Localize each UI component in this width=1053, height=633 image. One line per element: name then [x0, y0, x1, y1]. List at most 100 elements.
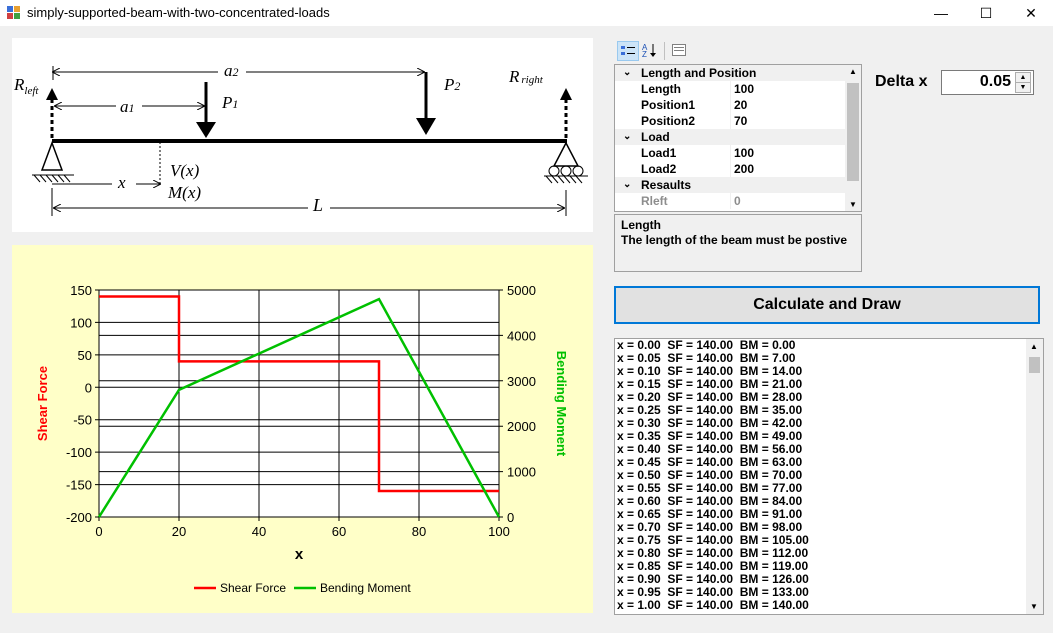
alphabetical-icon: AZ [642, 43, 656, 57]
result-line: x = 0.90 SF = 140.00 BM = 126.00 [617, 572, 809, 586]
y2-tick-label: 2000 [507, 419, 536, 434]
y-tick-label: -50 [73, 413, 92, 428]
title-bar: simply-supported-beam-with-two-concentra… [0, 0, 1053, 26]
app-icon [7, 6, 20, 19]
result-line: x = 0.10 SF = 140.00 BM = 14.00 [617, 364, 803, 378]
y-axis-title: Shear Force [35, 366, 50, 441]
result-line: x = 0.30 SF = 140.00 BM = 42.00 [617, 416, 803, 430]
results-textbox[interactable]: x = 0.00 SF = 140.00 BM = 0.00 x = 0.05 S… [614, 338, 1044, 615]
scroll-up-icon[interactable]: ▲ [849, 67, 857, 76]
bending-moment-series [97, 297, 501, 518]
property-value[interactable]: 100 [734, 146, 755, 160]
categorized-button[interactable] [617, 41, 639, 61]
property-grid[interactable]: ⌄ Length and Position Length 100 Position1… [614, 64, 862, 212]
result-line: x = 0.25 SF = 140.00 BM = 35.00 [617, 403, 803, 417]
svg-text:Z: Z [642, 50, 647, 57]
property-value[interactable]: 200 [734, 162, 755, 176]
y-tick-label: -200 [66, 510, 92, 525]
property-pages-button[interactable] [669, 41, 689, 59]
result-line: x = 0.65 SF = 140.00 BM = 91.00 [617, 507, 803, 521]
category-resaults[interactable]: ⌄ Resaults [615, 177, 845, 193]
scroll-down-icon[interactable]: ▼ [1030, 602, 1038, 611]
description-text: The length of the beam must be postive [621, 233, 848, 247]
category-length-and-position[interactable]: ⌄ Length and Position [615, 65, 845, 81]
result-line: x = 0.50 SF = 140.00 BM = 70.00 [617, 468, 803, 482]
property-value[interactable]: 100 [734, 82, 755, 96]
r-left-label: Rleft [13, 75, 39, 97]
expand-icon[interactable]: ⌄ [623, 131, 632, 142]
length-label: L [312, 195, 323, 215]
shear-label: V(x) [170, 161, 200, 180]
result-line: x = 0.35 SF = 140.00 BM = 49.00 [617, 429, 803, 443]
x-label: x [117, 173, 126, 192]
result-line: x = 0.40 SF = 140.00 BM = 56.00 [617, 442, 803, 456]
maximize-button[interactable]: ☐ [963, 0, 1009, 26]
result-line: x = 0.95 SF = 140.00 BM = 133.00 [617, 585, 809, 599]
y-tick-label: 50 [78, 348, 92, 363]
result-line: x = 0.85 SF = 140.00 BM = 119.00 [617, 559, 809, 573]
expand-icon[interactable]: ⌄ [623, 67, 632, 78]
window-title: simply-supported-beam-with-two-concentra… [27, 5, 330, 20]
description-title: Length [621, 218, 661, 232]
scroll-thumb[interactable] [1029, 357, 1040, 373]
expand-icon[interactable]: ⌄ [623, 179, 632, 190]
scroll-thumb[interactable] [847, 83, 859, 181]
category-load[interactable]: ⌄ Load [615, 129, 845, 145]
result-line: x = 0.45 SF = 140.00 BM = 63.00 [617, 455, 803, 469]
x-axis-title: x [295, 546, 304, 563]
property-value: 0 [734, 194, 741, 208]
result-line: x = 0.00 SF = 140.00 BM = 0.00 [617, 338, 796, 352]
legend-label-moment: Bending Moment [320, 581, 411, 595]
moment-label: M(x) [167, 183, 201, 202]
y-tick-label: 150 [70, 283, 92, 298]
shear-force-series [99, 295, 499, 493]
y2-tick-label: 0 [507, 510, 514, 525]
y-tick-label: -100 [66, 445, 92, 460]
y2-tick-label: 5000 [507, 283, 536, 298]
delta-x-spinner[interactable]: 0.05 ▲ ▼ [941, 70, 1034, 95]
spin-down-icon[interactable]: ▼ [1015, 82, 1031, 93]
close-icon: ✕ [1025, 4, 1037, 21]
property-row-position2[interactable]: Position2 70 [641, 113, 748, 129]
property-row-rleft[interactable]: Rleft 0 [641, 193, 741, 209]
property-row-position1[interactable]: Position1 20 [641, 97, 748, 113]
p2-label: P2 [443, 75, 460, 94]
x-tick-label: 0 [95, 524, 102, 539]
property-row-load2[interactable]: Load2 200 [641, 161, 755, 177]
chart-panel: 0 20 40 60 80 100 150 100 50 0 -50 -100 -150 -200 5000… [12, 245, 593, 613]
roller-support-right [552, 141, 580, 167]
plot-area [98, 289, 500, 518]
scroll-down-icon[interactable]: ▼ [849, 200, 857, 209]
y2-tick-label: 4000 [507, 328, 536, 343]
p1-label: P1 [221, 93, 238, 112]
delta-x-value[interactable]: 0.05 [979, 73, 1011, 90]
close-button[interactable]: ✕ [1008, 0, 1053, 26]
results-lines: x = 0.00 SF = 140.00 BM = 0.00 x = 0.05 S… [615, 339, 1043, 612]
x-tick-label: 20 [172, 524, 186, 539]
result-line: x = 0.55 SF = 140.00 BM = 77.00 [617, 481, 803, 495]
result-line: x = 0.70 SF = 140.00 BM = 98.00 [617, 520, 803, 534]
svg-text:A: A [642, 43, 648, 52]
result-line: x = 0.80 SF = 140.00 BM = 112.00 [617, 546, 809, 560]
results-scrollbar[interactable]: ▲ ▼ [1026, 339, 1043, 614]
property-value[interactable]: 70 [734, 114, 748, 128]
y-tick-label: 100 [70, 315, 92, 330]
delta-x-label: Delta x [875, 73, 928, 90]
property-row-load1[interactable]: Load1 100 [641, 145, 755, 161]
pin-support-left [40, 140, 64, 171]
x-tick-label: 80 [412, 524, 426, 539]
scroll-up-icon[interactable]: ▲ [1030, 342, 1038, 351]
y-tick-label: 0 [85, 380, 92, 395]
minimize-button[interactable]: — [918, 0, 964, 26]
property-value[interactable]: 20 [734, 98, 748, 112]
result-line: x = 0.60 SF = 140.00 BM = 84.00 [617, 494, 803, 508]
property-row-length[interactable]: Length 100 [641, 81, 755, 97]
a2-label: a2 [224, 61, 239, 80]
property-grid-scrollbar[interactable]: ▲ ▼ [845, 65, 861, 211]
maximize-icon: ☐ [979, 4, 993, 21]
calculate-and-draw-button[interactable]: Calculate and Draw [614, 286, 1040, 324]
sf-bm-chart: 0 20 40 60 80 100 150 100 50 0 -50 -100 -150 -200 5000… [35, 283, 569, 595]
